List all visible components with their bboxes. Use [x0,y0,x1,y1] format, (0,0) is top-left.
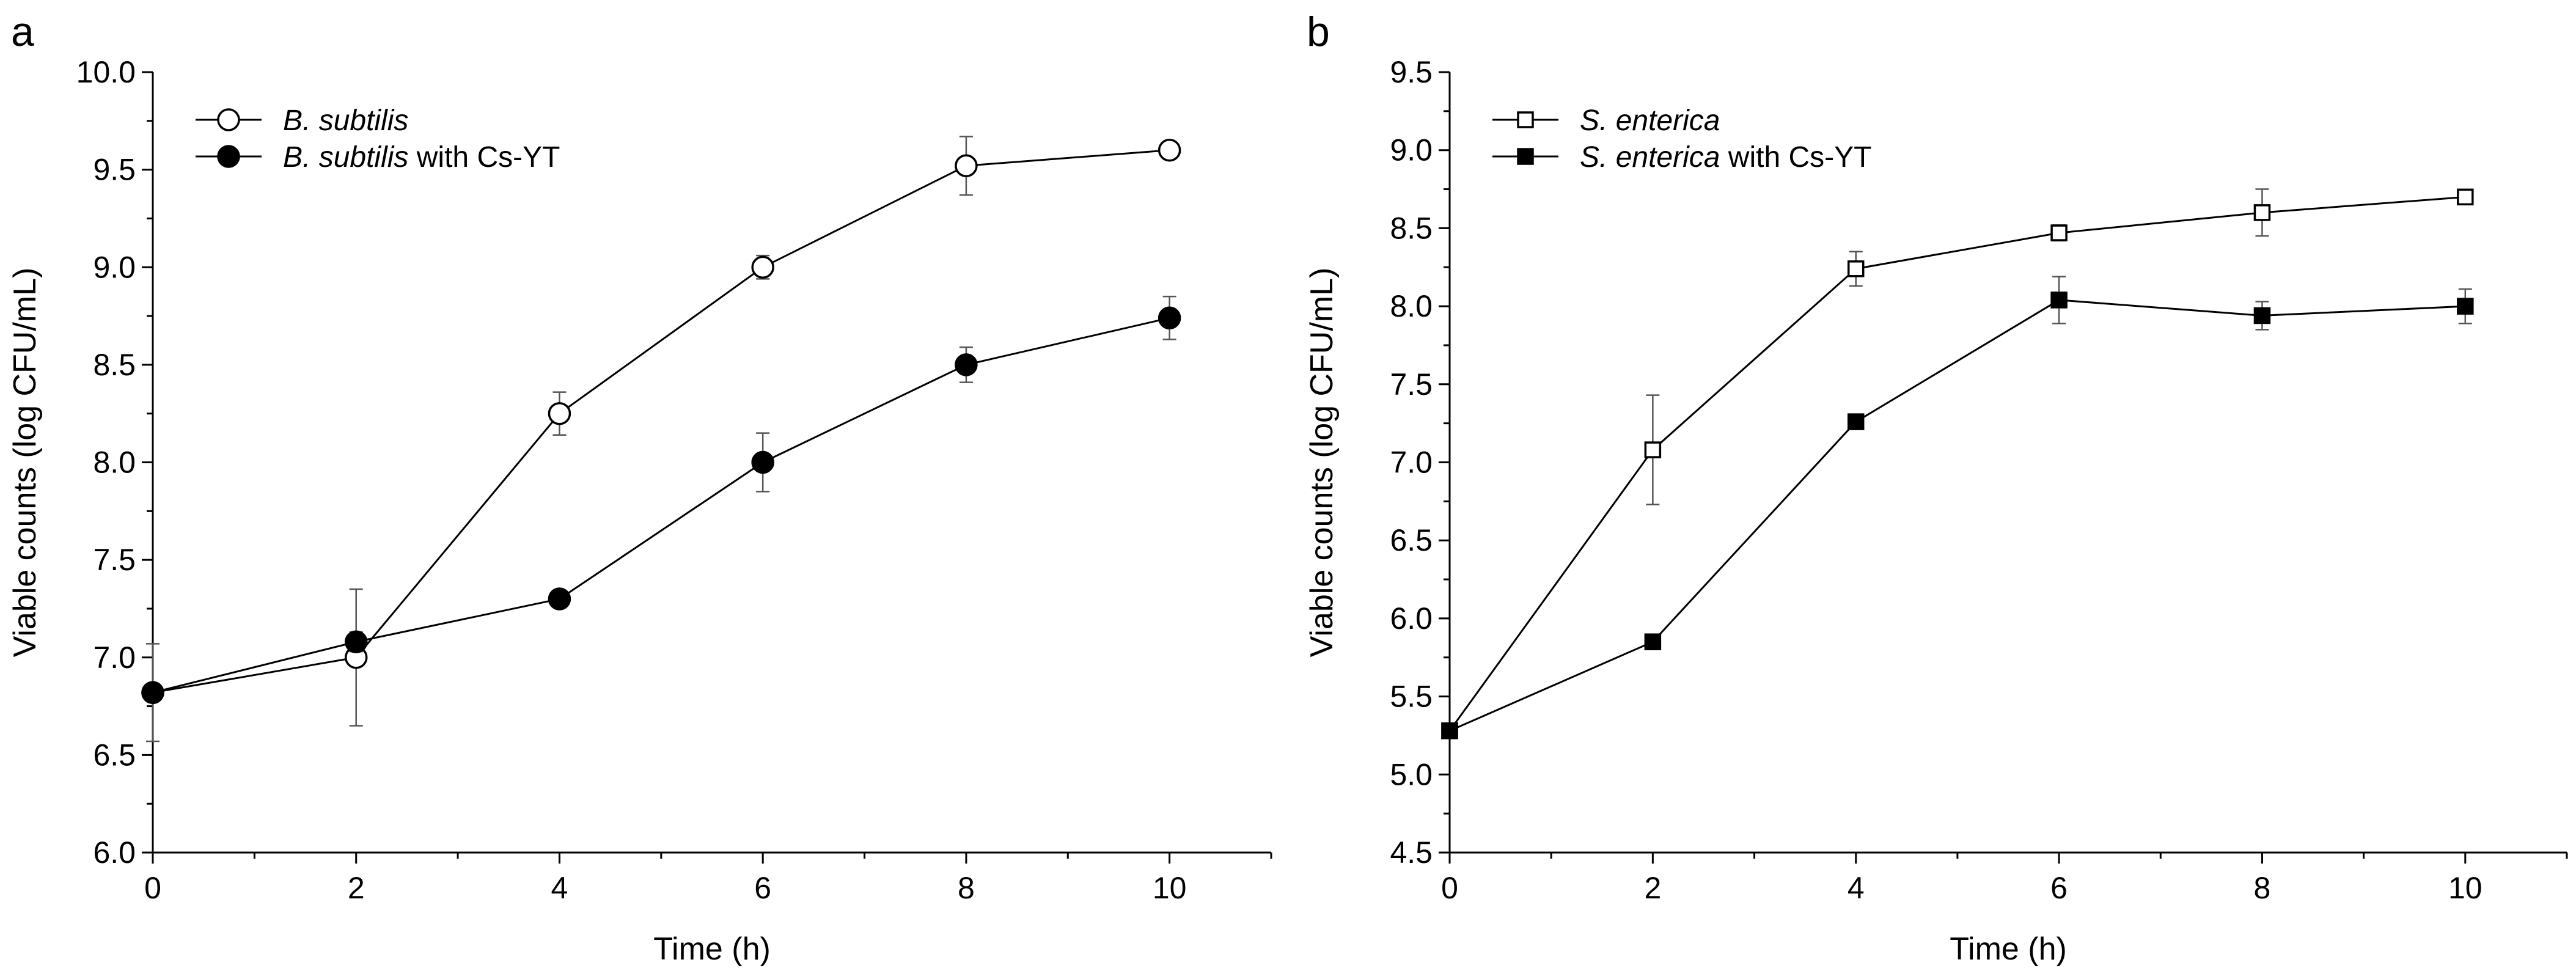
x-tick-label: 2 [348,871,365,905]
data-point [1847,260,1865,277]
y-tick-label: 6.5 [93,738,136,772]
legend-label: B. subtilis with Cs-YT [283,141,560,174]
y-tick-label: 6.0 [93,835,136,870]
data-point [2457,188,2474,206]
x-tick-label: 0 [144,871,161,905]
legend-marker [1517,148,1534,165]
panel-label: b [1307,9,1330,55]
data-point [1158,138,1181,162]
x-tick-label: 0 [1441,871,1458,905]
data-point [2050,292,2068,309]
x-tick-label: 6 [754,871,771,905]
legend: S. enterica S. enterica with Cs-YT [1492,105,1871,174]
series-line [152,149,1170,694]
data-point [2050,224,2068,241]
data-point [1644,633,1662,650]
y-axis-title: Viable counts (log CFU/mL) [7,268,43,658]
legend-label: B. subtilis [283,105,408,137]
x-tick-label: 6 [2050,871,2068,905]
y-tick-label: 8.0 [93,446,136,480]
data-point [2253,307,2271,325]
x-tick-label: 8 [2254,871,2271,905]
y-tick-label: 9.5 [93,153,136,187]
chart-panel-b: b 4.5 5.0 5.5 6.0 6.5 7.0 7.5 8.0 8.5 9.0 9.5 0 2 4 6 8 1… [1304,9,2568,967]
y-tick-label: 8.0 [1390,289,1433,323]
chart-panel-a: a 6.0 6.5 7.0 7.5 8.0 8.5 9.0 9.5 10.0 0 2 4 6 8 10 Time… [7,9,1272,967]
legend-label: S. enterica with Cs-YT [1580,141,1871,174]
y-tick-label: 9.5 [1390,55,1433,89]
y-tick-label: 7.0 [93,640,136,675]
y-tick-label: 8.5 [1390,211,1433,245]
series-1 [1441,188,2474,739]
y-tick-label: 8.5 [93,348,136,382]
x-tick-label: 4 [551,871,568,905]
y-tick-label: 10.0 [76,55,136,89]
data-point [955,154,978,177]
legend: B. subtilis B. subtilis with Cs-YT [196,105,560,174]
data-point [751,450,774,474]
data-point [141,681,164,704]
legend-marker [1517,111,1534,128]
legend-marker [217,145,240,168]
x-tick-label: 2 [1644,871,1661,905]
y-tick-label: 5.0 [1390,757,1433,791]
series-line [1449,299,2465,732]
y-tick-label: 9.0 [93,250,136,284]
y-tick-label: 6.0 [1390,601,1433,636]
x-axis-title: Time (h) [653,931,771,967]
y-axis-title: Viable counts (log CFU/mL) [1304,268,1340,658]
legend-marker [217,108,240,131]
y-tick-label: 7.0 [1390,446,1433,480]
y-tick-label: 4.5 [1390,835,1433,870]
y-tick-label: 5.5 [1390,680,1433,714]
series-2 [1441,276,2474,739]
data-point [1158,306,1181,330]
data-point [1644,441,1662,458]
series-line [152,317,1170,694]
y-tick-label: 7.5 [1390,367,1433,402]
data-point [548,587,571,611]
legend-label: S. enterica [1580,105,1720,137]
y-tick-label: 7.5 [93,543,136,577]
y-tick-label: 9.0 [1390,133,1433,167]
data-point [344,630,368,653]
y-tick-label: 6.5 [1390,523,1433,557]
x-tick-label: 4 [1848,871,1865,905]
series-1 [141,136,1181,743]
x-tick-label: 10 [1153,871,1187,905]
data-point [2253,204,2271,221]
data-point [955,353,978,376]
x-tick-label: 8 [958,871,975,905]
data-point [1847,413,1865,430]
x-axis-title: Time (h) [1950,931,2067,967]
x-tick-label: 10 [2448,871,2482,905]
data-point [1441,722,1458,739]
series-line [1448,196,2465,732]
data-point [751,255,774,279]
panel-label: a [11,9,34,55]
data-point [2457,298,2474,315]
data-point [548,402,571,425]
series-2 [141,295,1181,704]
